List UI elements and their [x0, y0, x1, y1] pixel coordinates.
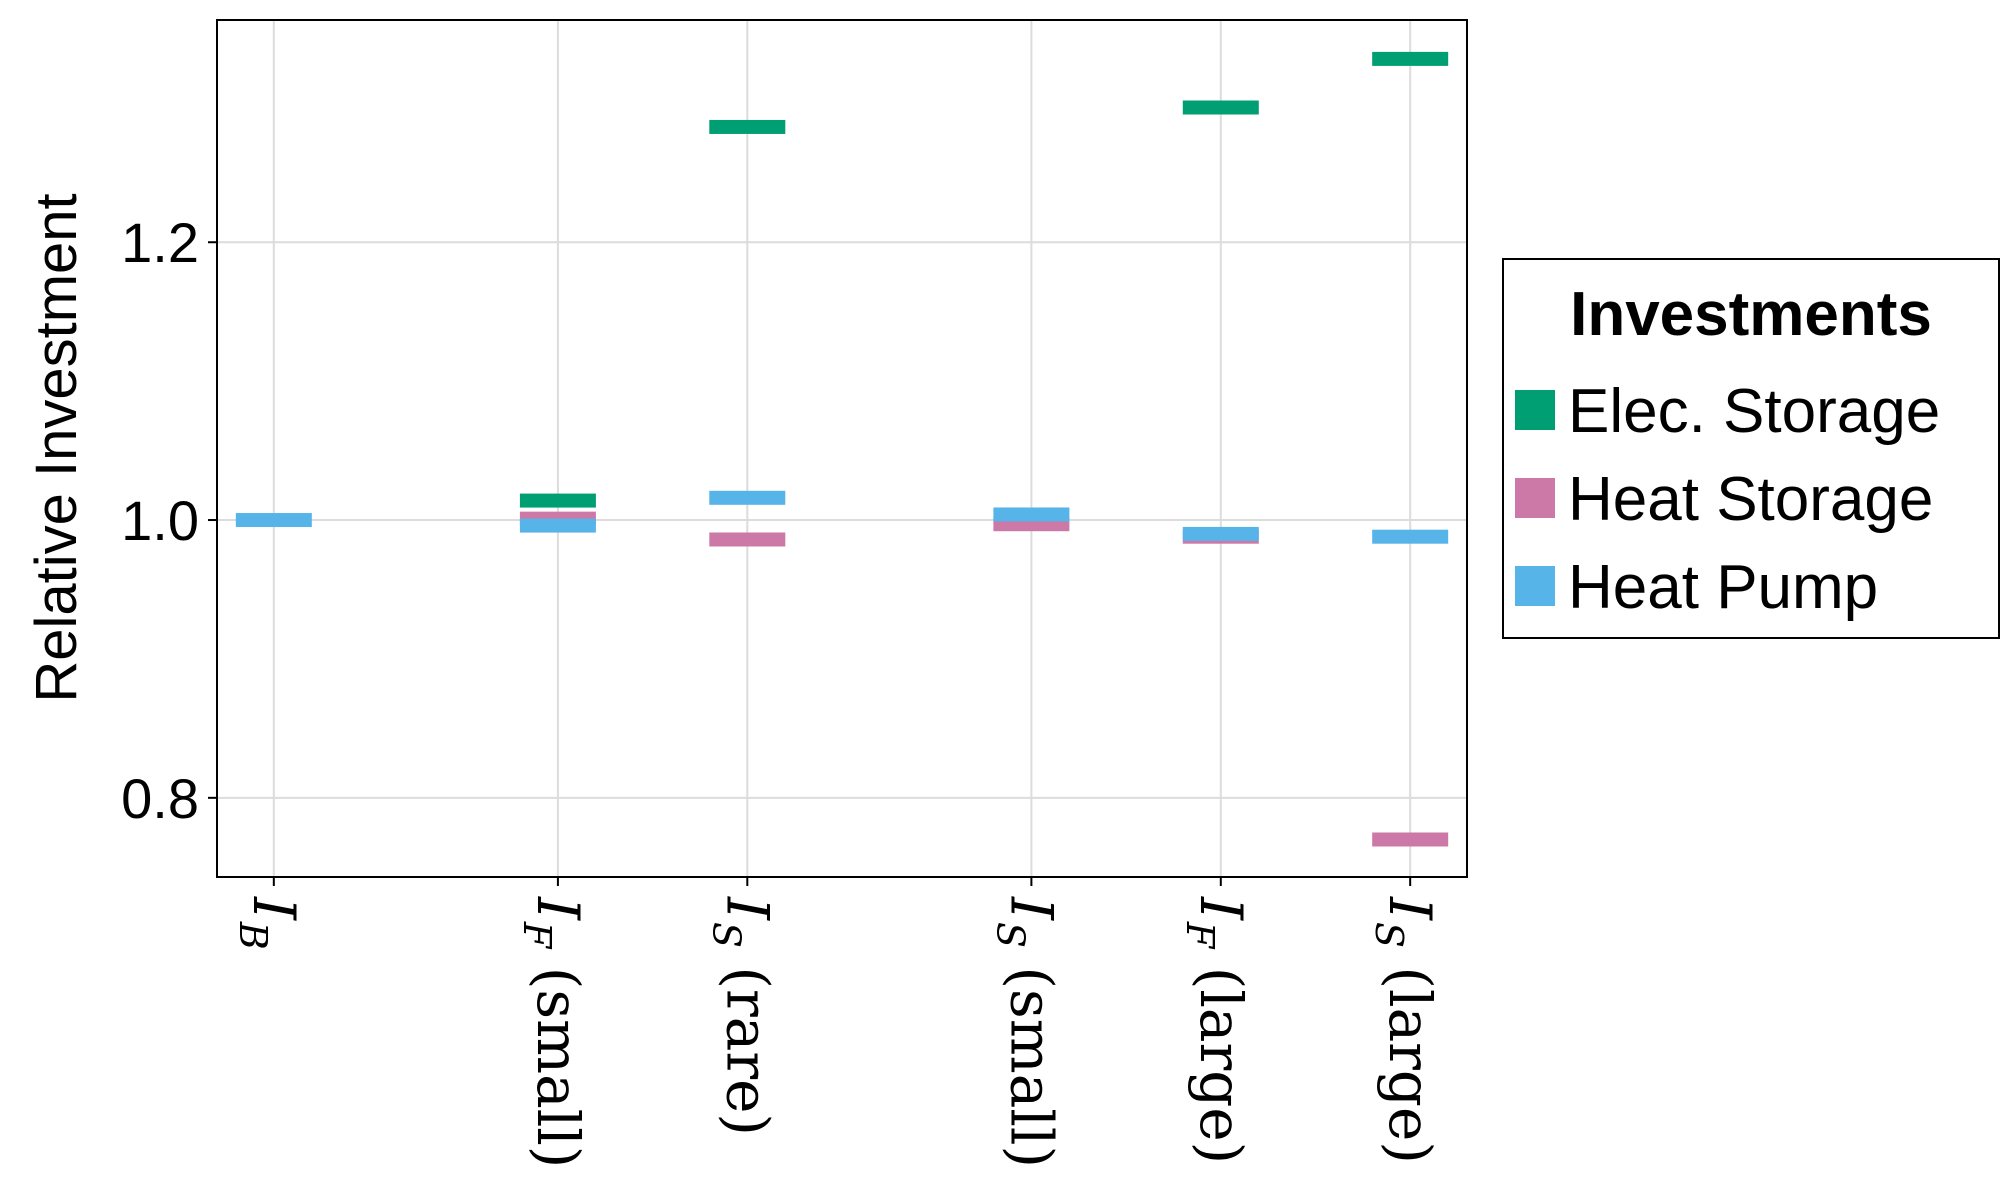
mark-elec-storage-1	[519, 493, 596, 508]
x-tick-label: IS (rare)	[704, 896, 781, 1136]
mark-elec-storage-5	[1372, 51, 1449, 66]
mark-heat-storage-5	[1372, 832, 1449, 847]
plot-frame	[216, 19, 1468, 878]
x-tick-label: IF (large)	[1178, 896, 1255, 1164]
mark-elec-storage-2	[709, 119, 786, 134]
legend-title: Investments	[1570, 280, 1932, 349]
x-tick-label: IS (large)	[1367, 896, 1444, 1164]
mark-elec-storage-4	[1182, 100, 1259, 115]
legend-items: Elec. Storage Heat Storage Heat Pump	[1515, 377, 1940, 622]
mark-heat-pump-5	[1372, 529, 1449, 544]
mark-heat-pump-3	[993, 507, 1070, 522]
mark-heat-pump-1	[519, 518, 596, 533]
mark-heat-pump-4	[1182, 526, 1259, 541]
mark-heat-storage-2	[709, 532, 786, 547]
legend-label: Heat Pump	[1568, 553, 1878, 622]
legend-box	[1502, 258, 2000, 639]
x-tick-label: IS (small)	[988, 896, 1065, 1168]
legend-label: Elec. Storage	[1568, 377, 1940, 446]
y-axis-ticks: 0.8 1.0 1.2	[121, 211, 217, 830]
legend-swatch	[1515, 478, 1555, 518]
legend-swatch	[1515, 566, 1555, 606]
mark-heat-pump-2	[709, 490, 786, 505]
grid-lines	[217, 20, 1467, 877]
x-tick-label: IB	[231, 896, 308, 950]
legend-label: Heat Storage	[1568, 465, 1933, 534]
data-marks	[235, 51, 1449, 847]
y-tick-label: 0.8	[121, 767, 199, 830]
legend: Investments Elec. Storage Heat Storage Hea…	[1502, 258, 2000, 639]
mark-heat-pump-0	[235, 513, 312, 528]
y-tick-label: 1.0	[121, 489, 199, 552]
legend-swatch	[1515, 390, 1555, 430]
y-axis-label: Relative Investment	[24, 193, 89, 702]
x-axis-ticks: IB IF (small) IS (rare) IS (small) IF (large…	[231, 877, 1444, 1168]
y-tick-label: 1.2	[121, 211, 199, 274]
x-tick-label: IF (small)	[515, 896, 592, 1168]
